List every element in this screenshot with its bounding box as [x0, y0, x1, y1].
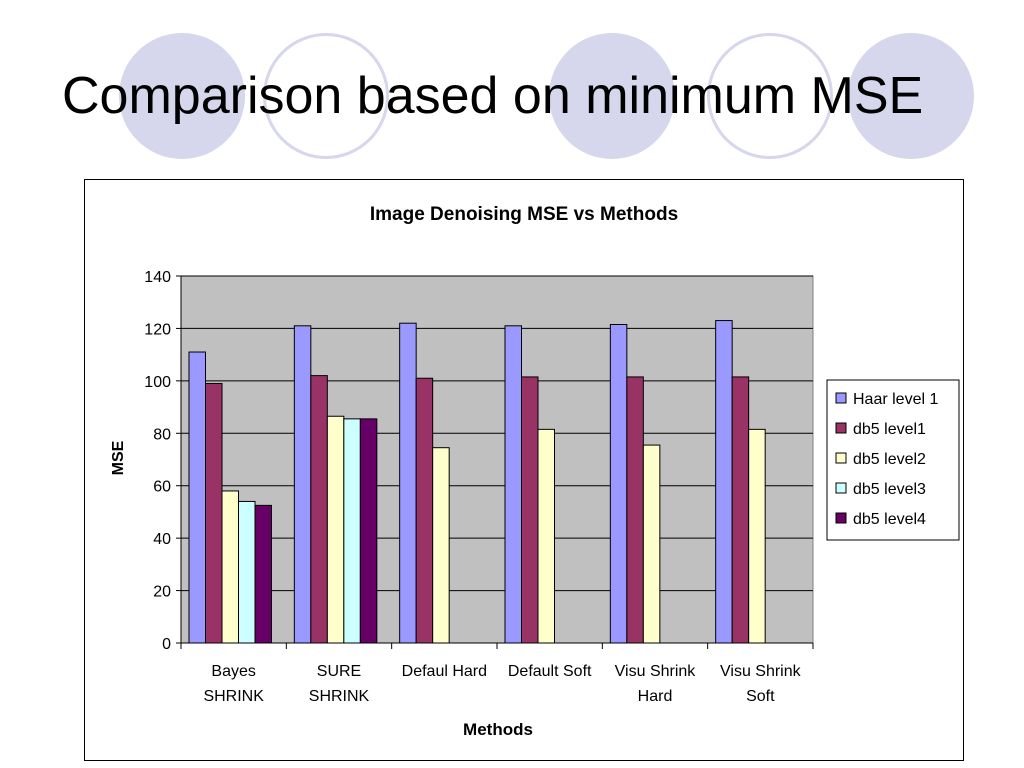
legend-swatch — [835, 392, 847, 404]
bar — [415, 377, 434, 644]
y-tick-label: 60 — [153, 479, 171, 496]
decor-circle-4 — [707, 33, 833, 159]
x-tick-label: Defaul Hard — [402, 663, 487, 680]
x-tick-label: Default Soft — [508, 663, 592, 680]
legend-swatch — [835, 512, 847, 524]
x-tick-label: Visu Shrink Hard — [615, 663, 697, 705]
bar — [626, 376, 644, 644]
bar — [642, 444, 661, 644]
decor-circle-3 — [549, 33, 675, 159]
decor-circle-2 — [263, 33, 389, 159]
y-tick-label: 80 — [153, 426, 171, 443]
bar — [504, 325, 522, 644]
bar — [238, 500, 256, 644]
legend-label: db5 level3 — [853, 481, 926, 498]
bar — [310, 375, 328, 644]
y-tick-label: 120 — [144, 321, 171, 338]
y-tick-label: 100 — [144, 374, 171, 391]
chart-title: Image Denoising MSE vs Methods — [370, 204, 678, 225]
legend-swatch — [835, 482, 847, 494]
legend-swatch — [835, 422, 847, 434]
bar — [748, 428, 766, 644]
legend-label: db5 level2 — [853, 451, 926, 468]
bar — [293, 325, 312, 644]
y-tick-label: 20 — [153, 584, 171, 601]
bar — [221, 490, 239, 644]
decor-circle-5 — [848, 33, 974, 159]
plot-area — [180, 275, 814, 644]
x-tick-label: SURE SHRINK — [309, 663, 370, 705]
bar — [359, 418, 378, 644]
bar — [432, 447, 450, 644]
bar — [205, 382, 223, 644]
legend-label: Haar level 1 — [853, 391, 938, 408]
bar-chart: Image Denoising MSE vs Methods 0 20 40 60 80… — [110, 204, 960, 739]
x-tick-label: Visu Shrink Soft — [720, 663, 802, 705]
x-axis-label: Methods — [463, 720, 533, 739]
legend-swatch — [835, 452, 847, 464]
y-tick-label: 140 — [144, 269, 171, 286]
bar — [343, 418, 361, 644]
legend-label: db5 level4 — [853, 511, 926, 528]
legend-label: db5 level1 — [853, 421, 926, 438]
y-axis-label: MSE — [110, 440, 127, 475]
chart-frame: Image Denoising MSE vs Methods 0 20 40 60 80… — [84, 179, 964, 761]
bar — [326, 415, 345, 644]
y-tick-label: 0 — [162, 636, 171, 653]
bar — [609, 323, 628, 644]
decor-circle-1 — [119, 33, 245, 159]
bar — [715, 320, 733, 644]
bar — [537, 428, 555, 644]
bar — [188, 351, 206, 644]
bar — [254, 504, 272, 644]
legend-box — [826, 379, 960, 541]
bar — [731, 376, 750, 644]
x-tick-label: Bayes SHRINK — [203, 663, 264, 705]
slide-title: Comparison based on minimum MSE — [62, 67, 924, 125]
y-tick-label: 40 — [153, 531, 171, 548]
legend: Haar level 1 db5 level1 db5 level2 db5 leve… — [826, 379, 960, 541]
bar — [521, 376, 539, 644]
bar — [399, 322, 417, 644]
